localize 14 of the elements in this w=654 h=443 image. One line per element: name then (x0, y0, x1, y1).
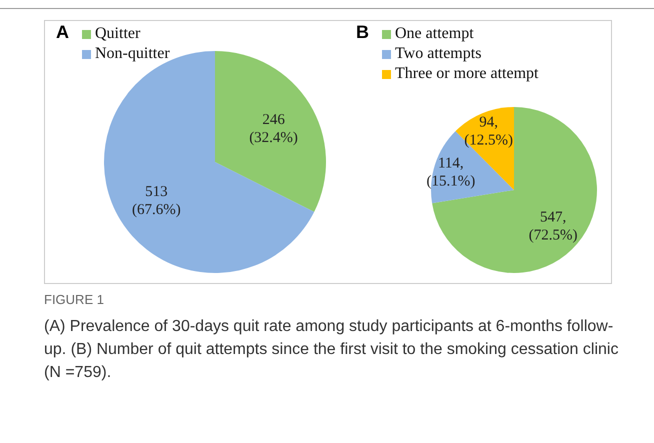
legend-label: One attempt (395, 24, 474, 44)
pie-slice (215, 51, 326, 212)
text: (A) Prevalence of 30-days quit rate among study participants at 6-months follow-up. (B) Number of quit attempts since the first visit to the smoking cessation clinic (N =759). (44, 317, 620, 383)
data-label: 513 (67.6%) (132, 184, 181, 218)
caption: FIGURE 1 (44, 292, 105, 307)
data-label: 94, (12.5%) (464, 114, 514, 149)
data-label: 246 (32.4%) (249, 112, 298, 146)
legend-label: Non-quitter (95, 44, 170, 64)
legend-label: Two attempts (395, 44, 482, 64)
legend-label: Quitter (95, 24, 140, 44)
data-label: 547, (72.5%) (528, 209, 578, 244)
legend-label: Three or more attempt (395, 64, 538, 84)
chart-title: A (56, 22, 69, 43)
chart-title: B (356, 22, 369, 43)
